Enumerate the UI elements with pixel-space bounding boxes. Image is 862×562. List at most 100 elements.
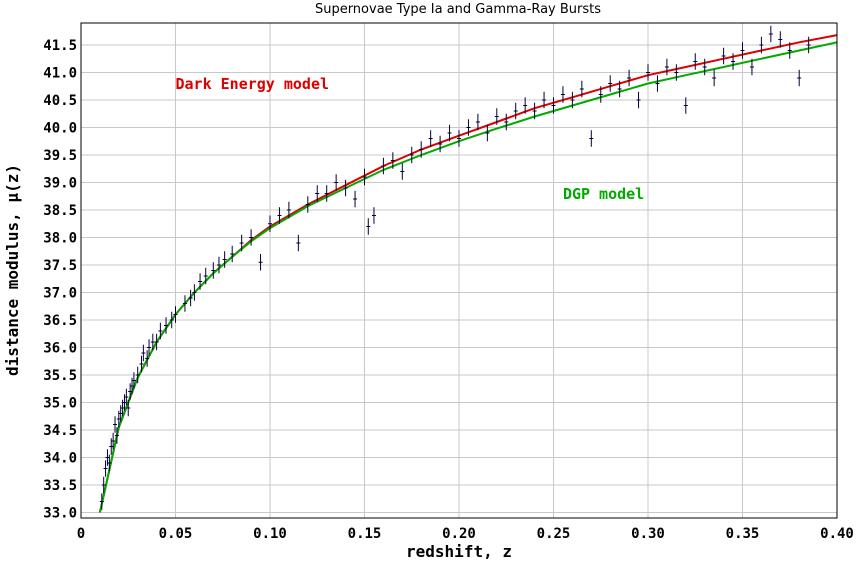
data-point [721,47,726,65]
data-point [787,42,792,59]
data-point [211,262,216,279]
data-point [475,113,480,131]
data-point [712,69,717,87]
data-point [366,218,371,235]
data-point [258,254,263,271]
data-point [551,97,556,114]
y-tick-label: 35.5 [43,368,77,384]
data-point [216,256,221,274]
y-axis-label: distance modulus, μ(z) [3,164,22,376]
data-point [305,196,310,213]
x-tick-label: 0.35 [726,526,760,542]
data-point [315,185,320,202]
data-point [608,75,613,92]
data-point [362,168,367,186]
data-point [230,245,235,263]
data-point [99,493,104,510]
data-point [198,273,203,290]
x-tick-label: 0.05 [159,526,193,542]
annotation-label: DGP model [563,185,644,203]
y-tick-label: 38.5 [43,203,77,219]
data-point [542,91,547,109]
data-point [139,355,144,373]
data-point [655,75,660,92]
data-point [164,317,169,334]
data-point [447,124,452,142]
data-point [188,289,193,307]
data-point [135,366,140,384]
y-tick-label: 36.0 [43,341,77,357]
data-point [797,69,802,87]
data-point [532,102,537,120]
y-tick-label: 38.0 [43,231,77,247]
data-point [485,124,490,142]
chart-title: Supernovae Type Ia and Gamma-Ray Bursts [315,2,601,17]
data-point [154,333,159,351]
data-point [419,141,424,158]
data-point [371,207,376,224]
y-tick-label: 40.0 [43,121,77,137]
data-point [169,311,174,329]
y-tick-label: 35.0 [43,396,77,412]
data-point [286,201,291,219]
data-point [466,119,471,136]
data-point [523,97,528,114]
data-point [560,86,565,103]
data-point [158,322,163,340]
x-tick-label: 0 [77,526,85,542]
annotation-label: Dark Energy model [176,75,330,93]
data-point [103,460,108,477]
data-point [740,42,745,59]
data-point [126,399,131,417]
data-point [353,190,358,208]
data-point [173,306,178,323]
data-point [731,53,736,70]
y-tick-label: 34.0 [43,451,77,467]
y-tick-label: 37.0 [43,286,77,302]
data-point [693,53,698,70]
data-point [147,339,152,356]
data-point [124,388,129,406]
data-point [239,234,244,252]
x-tick-label: 0.40 [820,526,854,542]
data-point [457,130,461,147]
data-point [222,251,227,268]
data-point [400,163,405,180]
data-point [131,372,136,389]
data-point [646,64,650,81]
grid-layer [80,23,838,518]
data-point [627,69,632,87]
data-point [778,31,783,48]
x-tick-label: 0.20 [442,526,476,542]
y-tick-label: 41.0 [43,66,77,82]
y-tick-label: 36.5 [43,313,77,329]
x-axis-label: redshift, z [406,542,512,561]
y-tick-label: 33.0 [43,506,77,522]
data-point [182,295,187,312]
data-point [141,344,146,362]
data-point [428,130,433,147]
data-point [101,476,106,494]
x-tick-labels: 0 0.05 0.10 0.15 0.20 0.25 0.30 0.35 0.40 [77,526,854,542]
data-point [114,427,119,444]
x-tick-label: 0.25 [537,526,571,542]
data-point [249,229,254,246]
data-point [598,86,603,103]
series-layer [98,34,838,513]
data-point [504,113,509,131]
data-point [806,36,811,54]
data-point [664,58,669,76]
data-point [636,91,641,109]
data-point [145,350,150,367]
y-tick-labels: 33.0 33.5 34.0 34.5 35.0 35.5 36.0 36.5 37.0 37.5… [43,38,77,522]
x-tick-label: 0.30 [631,526,665,542]
data-point [570,91,575,109]
data-point [702,58,707,76]
y-tick-label: 33.5 [43,478,77,494]
y-tick-label: 40.5 [43,93,77,109]
data-point [438,135,443,153]
y-tick-label: 37.5 [43,258,77,274]
data-point [579,80,584,98]
annotation-layer: Dark Energy model DGP model [176,75,645,203]
